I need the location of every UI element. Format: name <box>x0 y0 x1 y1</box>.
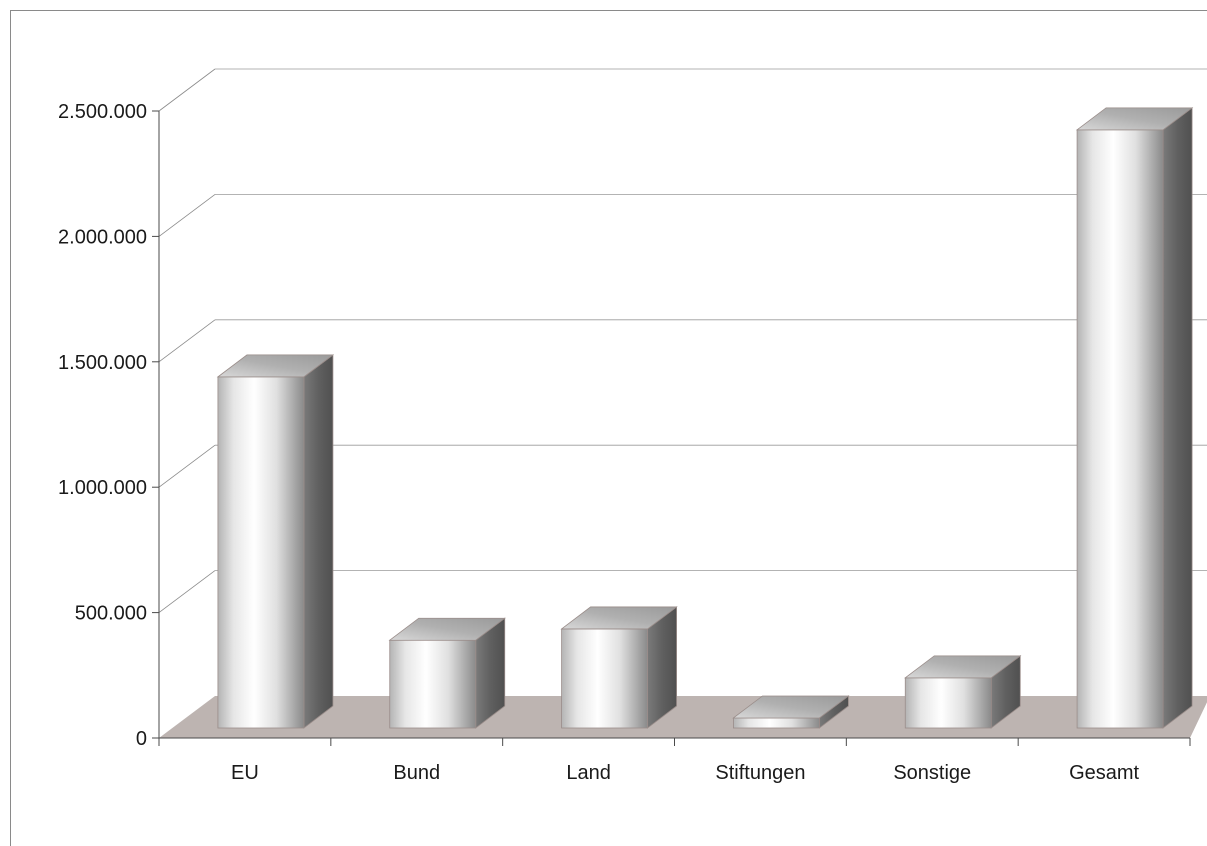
bar-bund <box>388 617 506 729</box>
bar-top-face <box>216 354 335 378</box>
chart-bars <box>216 107 1194 729</box>
bar-land <box>560 606 678 729</box>
bar-front-face <box>733 717 820 729</box>
bar-top-face <box>388 617 506 641</box>
gridline-side <box>158 68 216 112</box>
y-axis-tick-labels: 0 500.000 1.000.000 1.500.000 2.000.000 2.500… <box>58 101 147 750</box>
bar-gesamt <box>1075 107 1194 729</box>
x-tick-label: EU <box>231 762 259 784</box>
y-tick-label: 0 <box>136 728 147 750</box>
y-tick-label: 500.000 <box>75 603 147 625</box>
bar-front-face <box>904 677 992 729</box>
bar-top-face <box>904 655 1022 679</box>
bar-top-face <box>732 695 850 719</box>
bar-eu <box>216 354 335 729</box>
bar-side-face <box>1162 107 1193 729</box>
x-tick-label: Land <box>566 762 611 784</box>
bar-top-face <box>1075 107 1194 131</box>
x-tick-label: Stiftungen <box>715 762 805 784</box>
chart-frame <box>10 10 1207 846</box>
chart-walls <box>158 68 1207 613</box>
y-tick-label: 2.000.000 <box>58 226 147 248</box>
x-axis-tick-labels: EU Bund Land Stiftungen Sonstige Gesamt <box>231 762 1140 784</box>
y-tick-label: 1.500.000 <box>58 352 147 374</box>
bar-front-face <box>561 628 648 729</box>
x-tick-label: Bund <box>393 762 440 784</box>
bar-front-face <box>389 639 477 729</box>
gridline-side <box>158 194 216 237</box>
x-tick-label: Gesamt <box>1069 762 1139 784</box>
bar-sonstige <box>904 655 1022 729</box>
bar-top-face <box>560 606 678 630</box>
bar-front-face <box>1076 129 1164 729</box>
bar-side-face <box>303 354 334 729</box>
y-tick-label: 1.000.000 <box>58 477 147 499</box>
bar-stiftungen <box>732 695 850 729</box>
bar-front-face <box>217 376 305 729</box>
y-tick-label: 2.500.000 <box>58 101 147 123</box>
chart-axes <box>152 110 1191 746</box>
x-tick-label: Sonstige <box>893 762 971 784</box>
gridline-side <box>158 570 216 613</box>
gridline-side <box>158 444 216 488</box>
gridline-side <box>158 319 216 363</box>
